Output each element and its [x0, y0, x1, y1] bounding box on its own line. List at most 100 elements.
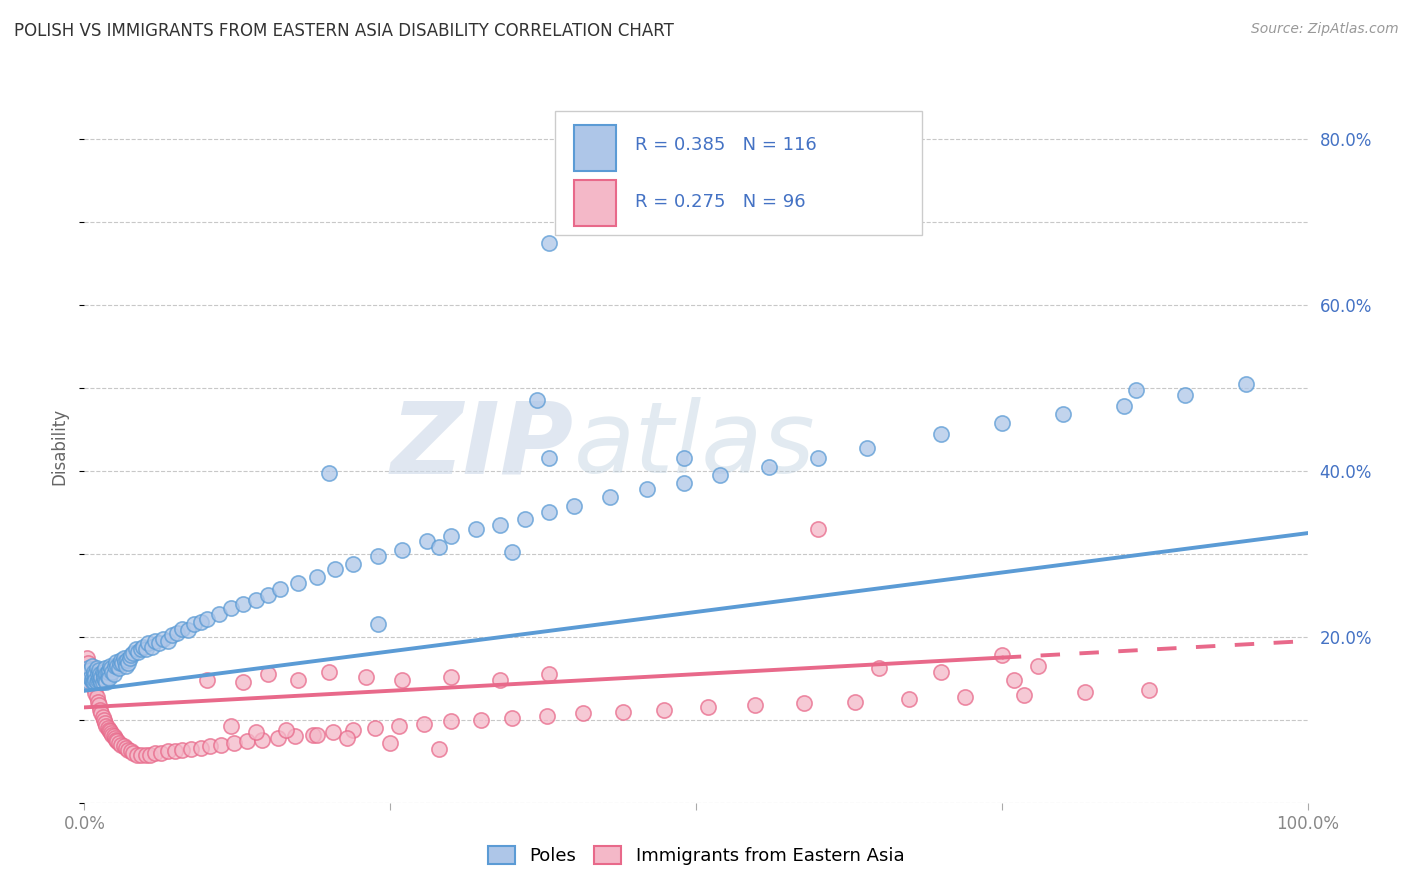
Point — [166, 625, 188, 640]
Point — [284, 730, 307, 744]
Point — [636, 482, 658, 496]
Point — [76, 667, 98, 681]
Point — [86, 690, 108, 704]
Point — [80, 673, 103, 687]
Point — [257, 667, 280, 681]
Point — [77, 657, 100, 671]
Point — [84, 686, 107, 700]
Point — [177, 624, 200, 638]
Point — [98, 659, 121, 673]
Point — [953, 690, 976, 704]
Point — [89, 703, 111, 717]
Point — [336, 731, 359, 745]
Point — [80, 673, 103, 687]
Point — [1236, 376, 1258, 391]
Point — [287, 673, 309, 687]
Point — [391, 673, 413, 687]
Point — [87, 673, 110, 687]
Point — [489, 517, 512, 532]
Point — [156, 634, 179, 648]
Point — [122, 647, 145, 661]
Point — [104, 659, 127, 673]
Point — [141, 640, 163, 654]
Point — [76, 650, 98, 665]
Point — [318, 665, 340, 679]
Point — [96, 667, 118, 681]
Point — [489, 673, 512, 687]
Point — [96, 675, 118, 690]
Point — [120, 648, 142, 662]
Point — [219, 719, 242, 733]
Point — [208, 607, 231, 621]
Point — [536, 708, 558, 723]
Point — [103, 730, 125, 744]
Point — [97, 723, 120, 737]
Point — [302, 728, 325, 742]
Point — [672, 476, 695, 491]
Legend: Poles, Immigrants from Eastern Asia: Poles, Immigrants from Eastern Asia — [488, 846, 904, 865]
Point — [156, 744, 179, 758]
Point — [183, 617, 205, 632]
Point — [82, 678, 104, 692]
Point — [502, 711, 524, 725]
Point — [129, 747, 152, 762]
Point — [101, 665, 124, 679]
Point — [380, 736, 402, 750]
Point — [209, 738, 232, 752]
Point — [172, 622, 194, 636]
Point — [114, 655, 136, 669]
Point — [305, 570, 328, 584]
Point — [97, 721, 120, 735]
Point — [139, 747, 162, 762]
Point — [87, 667, 110, 681]
Point — [323, 562, 346, 576]
Point — [96, 719, 118, 733]
Point — [287, 575, 309, 590]
Point — [94, 673, 117, 687]
Point — [758, 459, 780, 474]
Point — [195, 673, 218, 687]
Point — [111, 657, 134, 671]
Point — [195, 611, 218, 625]
Point — [107, 661, 129, 675]
Point — [538, 235, 561, 250]
Point — [807, 451, 830, 466]
Point — [108, 657, 131, 671]
Point — [929, 665, 952, 679]
Point — [115, 659, 138, 673]
Point — [97, 670, 120, 684]
Point — [83, 675, 105, 690]
Point — [222, 736, 245, 750]
Point — [180, 742, 202, 756]
Point — [388, 719, 411, 733]
Point — [991, 416, 1014, 430]
Point — [91, 709, 114, 723]
Point — [93, 671, 115, 685]
Point — [232, 675, 254, 690]
Point — [1074, 685, 1097, 699]
Point — [98, 724, 121, 739]
Point — [793, 696, 815, 710]
Point — [427, 742, 450, 756]
Point — [135, 642, 157, 657]
Point — [162, 628, 184, 642]
Y-axis label: Disability: Disability — [51, 408, 69, 484]
Point — [105, 732, 128, 747]
Point — [219, 600, 242, 615]
Point — [86, 675, 108, 690]
Point — [100, 726, 122, 740]
Point — [427, 540, 450, 554]
Point — [1028, 659, 1050, 673]
Point — [91, 665, 114, 679]
Point — [97, 665, 120, 679]
Point — [440, 714, 463, 729]
Point — [245, 592, 267, 607]
Point — [322, 725, 344, 739]
Point — [90, 670, 112, 684]
Point — [110, 738, 132, 752]
Point — [84, 673, 107, 687]
Point — [105, 659, 128, 673]
Point — [79, 667, 101, 681]
Text: R = 0.385   N = 116: R = 0.385 N = 116 — [636, 136, 817, 153]
Point — [470, 713, 492, 727]
